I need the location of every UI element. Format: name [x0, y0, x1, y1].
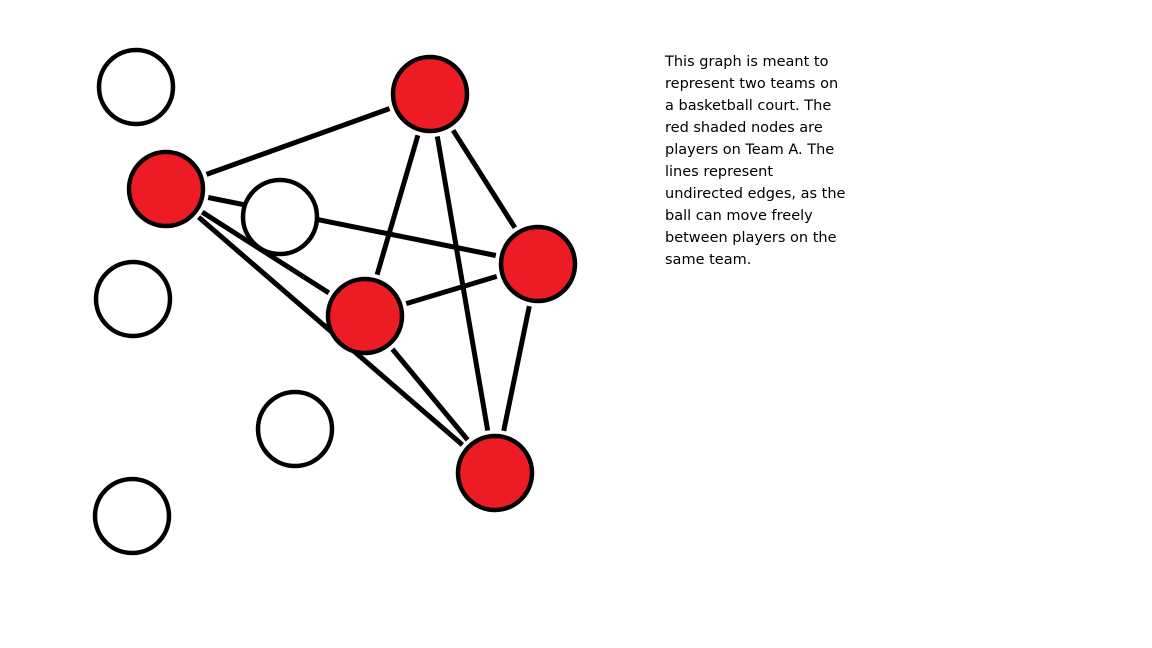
team-a-node-a4: [325, 276, 405, 356]
team-b-node-b4: [255, 389, 335, 469]
edge-a1-a2: [205, 106, 391, 177]
team-b-node-b2: [240, 177, 320, 257]
team-b-node-b3: [93, 259, 173, 339]
team-a-node-a5: [455, 433, 535, 513]
edge-a1-a3: [450, 128, 518, 230]
edge-a3-a4: [405, 274, 498, 306]
edge-a3-a5: [501, 305, 532, 432]
edge-a4-a5: [390, 347, 470, 442]
team-a-node-a3: [498, 224, 578, 304]
nodes-layer: [92, 47, 578, 556]
team-a-node-a2: [126, 149, 206, 229]
edge-a1-a4: [374, 134, 421, 276]
team-a-node-a1: [390, 54, 470, 134]
team-b-node-b1: [96, 47, 176, 127]
caption-text: This graph is meant to represent two tea…: [665, 54, 846, 268]
edges-layer: [196, 106, 532, 447]
edge-a1-a5: [434, 135, 491, 432]
team-b-node-b5: [92, 476, 172, 556]
